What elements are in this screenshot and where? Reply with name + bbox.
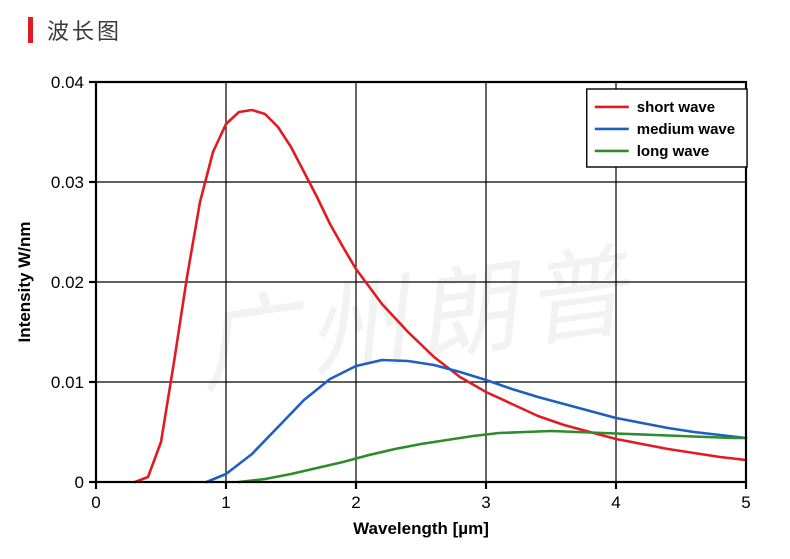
- svg-text:0: 0: [91, 493, 100, 512]
- section-title: 波长图: [47, 14, 122, 46]
- svg-text:0.03: 0.03: [51, 173, 84, 192]
- chart-container: 广州朗普广州朗普01234500.010.020.030.04Wavelengt…: [0, 60, 790, 559]
- svg-text:2: 2: [351, 493, 360, 512]
- svg-text:1: 1: [221, 493, 230, 512]
- svg-text:short wave: short wave: [637, 99, 715, 116]
- svg-text:Wavelength [µm]: Wavelength [µm]: [353, 519, 489, 538]
- svg-text:0.04: 0.04: [51, 73, 84, 92]
- svg-text:medium wave: medium wave: [637, 121, 735, 138]
- wavelength-chart: 广州朗普广州朗普01234500.010.020.030.04Wavelengt…: [0, 60, 790, 559]
- svg-text:0.02: 0.02: [51, 273, 84, 292]
- svg-text:5: 5: [741, 493, 750, 512]
- svg-text:long wave: long wave: [637, 143, 710, 160]
- section-header: 波长图: [28, 14, 122, 46]
- svg-text:Intensity W/nm: Intensity W/nm: [15, 222, 34, 343]
- accent-bar: [28, 17, 33, 43]
- svg-text:0.01: 0.01: [51, 373, 84, 392]
- svg-text:4: 4: [611, 493, 620, 512]
- svg-text:0: 0: [75, 473, 84, 492]
- svg-text:3: 3: [481, 493, 490, 512]
